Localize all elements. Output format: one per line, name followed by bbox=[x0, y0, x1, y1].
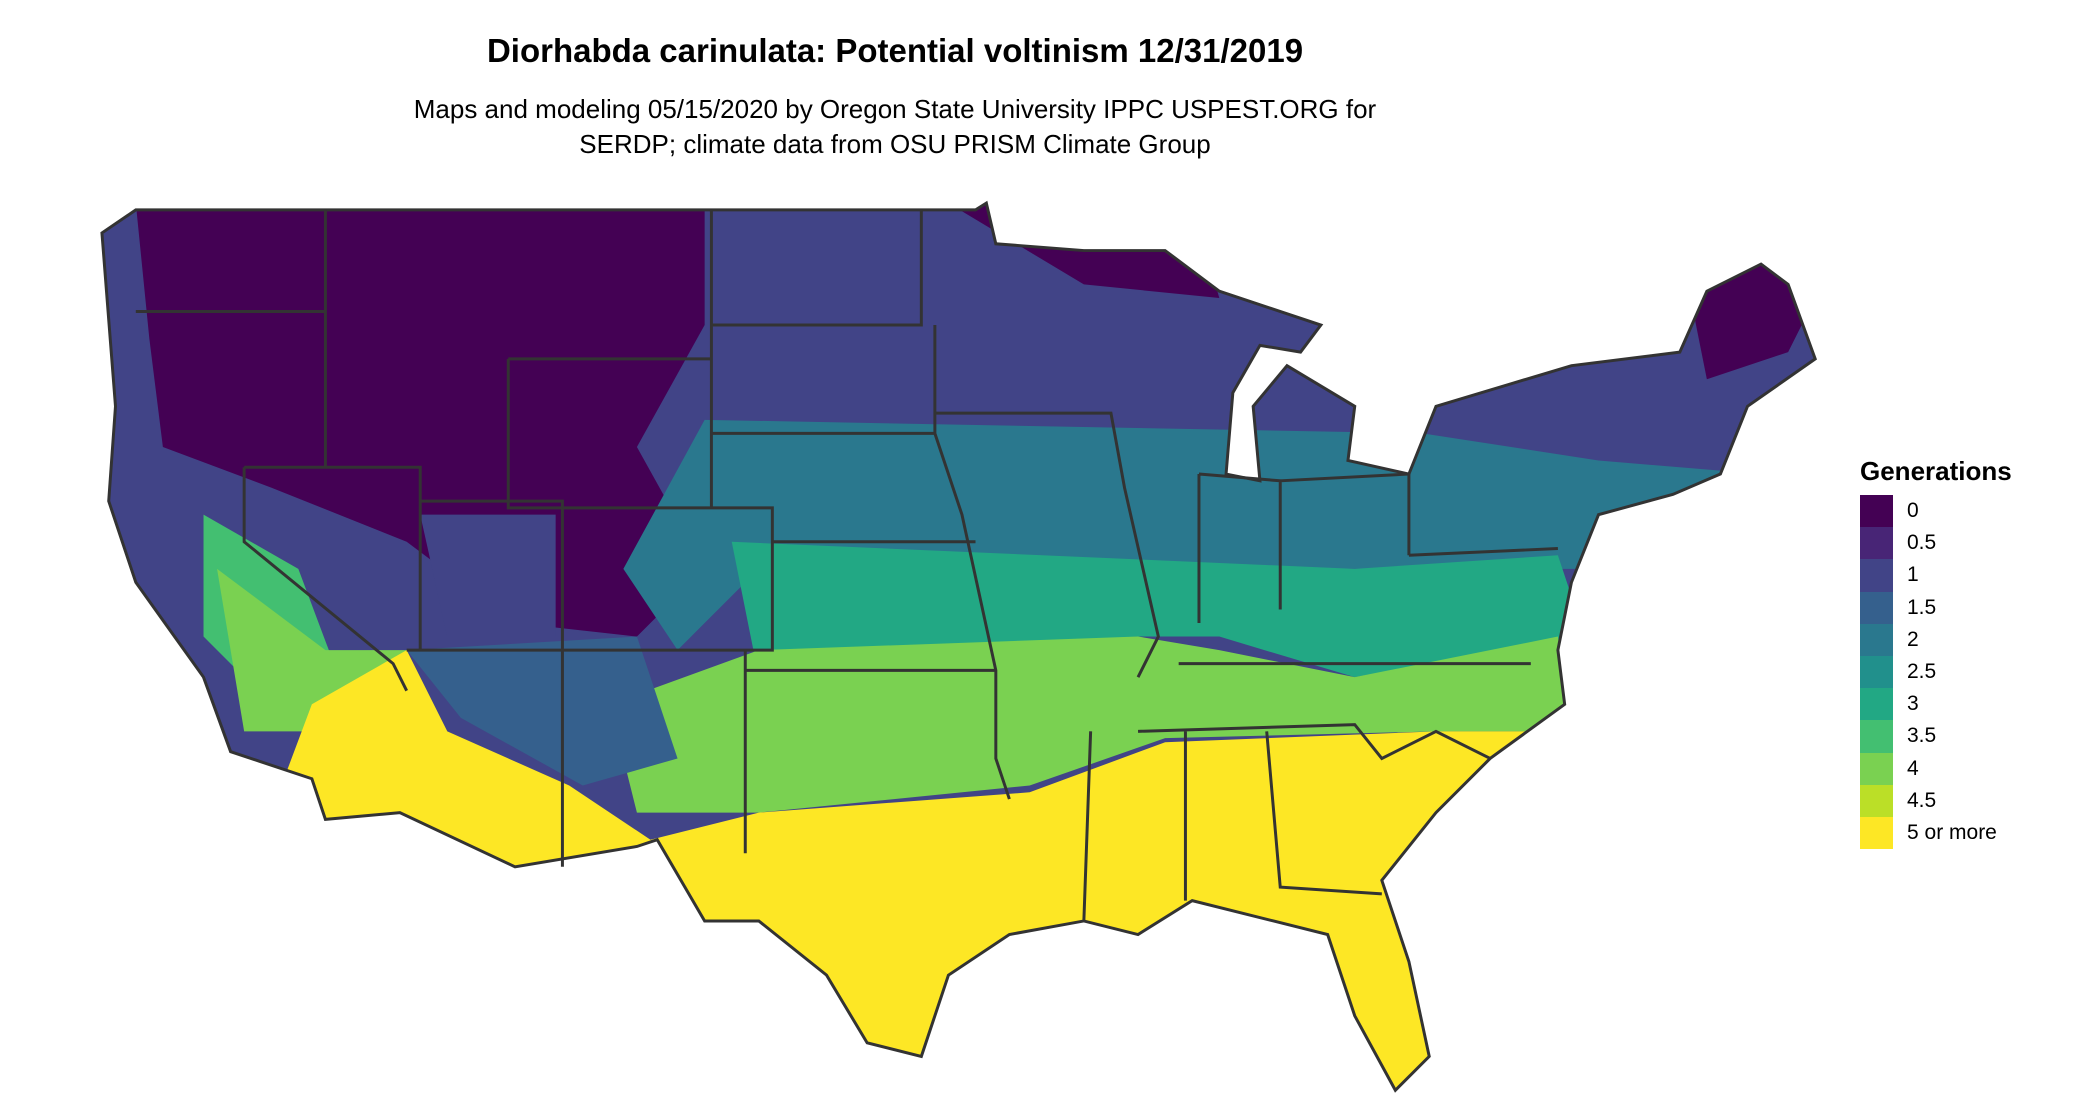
legend-item: 1 bbox=[1860, 559, 2012, 592]
legend-swatch bbox=[1860, 688, 1893, 721]
legend-label: 2 bbox=[1907, 627, 1919, 651]
legend-swatch bbox=[1860, 816, 1893, 850]
generation-zone-2 bbox=[623, 419, 1762, 651]
legend-label: 3.5 bbox=[1907, 724, 1937, 748]
subtitle-line-1: Maps and modeling 05/15/2020 by Oregon S… bbox=[413, 94, 1377, 124]
legend-item: 3 bbox=[1860, 688, 2012, 721]
legend-item: 0 bbox=[1860, 495, 2012, 528]
legend-item: 1.5 bbox=[1860, 591, 2012, 624]
generation-zone-4 bbox=[609, 636, 1572, 813]
legend-swatch bbox=[1860, 495, 1893, 528]
legend-swatch bbox=[1860, 559, 1893, 592]
generation-zone-3 bbox=[731, 541, 1585, 678]
map-subtitle: Maps and modeling 05/15/2020 by Oregon S… bbox=[0, 92, 1790, 162]
legend-item: 4 bbox=[1860, 752, 2012, 785]
generation-zone-1-5 bbox=[406, 636, 678, 786]
legend-label: 1 bbox=[1907, 563, 1919, 587]
legend-swatch bbox=[1860, 720, 1893, 753]
state-borders bbox=[100, 201, 1817, 1092]
legend-item: 4.5 bbox=[1860, 784, 2012, 817]
legend-item: 2 bbox=[1860, 623, 2012, 656]
legend-label: 2.5 bbox=[1907, 660, 1937, 684]
legend-label: 0 bbox=[1907, 499, 1919, 523]
legend-label: 4.5 bbox=[1907, 788, 1937, 812]
legend-title: Generations bbox=[1860, 456, 2012, 486]
legend-swatch bbox=[1860, 752, 1893, 785]
legend-swatch bbox=[1860, 655, 1893, 689]
legend-label: 4 bbox=[1907, 756, 1919, 780]
legend-label: 0.5 bbox=[1907, 531, 1937, 555]
legend-swatch bbox=[1860, 784, 1893, 817]
subtitle-line-2: SERDP; climate data from OSU PRISM Clima… bbox=[579, 129, 1211, 159]
generation-zone-1 bbox=[420, 514, 556, 637]
legend-label: 3 bbox=[1907, 692, 1919, 716]
legend-item: 2.5 bbox=[1860, 655, 2012, 689]
legend-item: 3.5 bbox=[1860, 720, 2012, 753]
map-title: Diorhabda carinulata: Potential voltinis… bbox=[486, 32, 1304, 69]
legend: Generations 0 0.5 1 1.5 2 2.5 3 3.5 4 4.5 5 or mor… bbox=[1860, 456, 2012, 850]
legend-item: 0.5 bbox=[1860, 527, 2012, 560]
legend-swatch bbox=[1860, 591, 1893, 624]
legend-label: 1.5 bbox=[1907, 595, 1937, 619]
legend-swatch bbox=[1860, 527, 1893, 560]
legend-swatch bbox=[1860, 623, 1893, 656]
legend-item: 5 or more bbox=[1860, 816, 2012, 850]
legend-label: 5 or more bbox=[1907, 820, 1997, 844]
